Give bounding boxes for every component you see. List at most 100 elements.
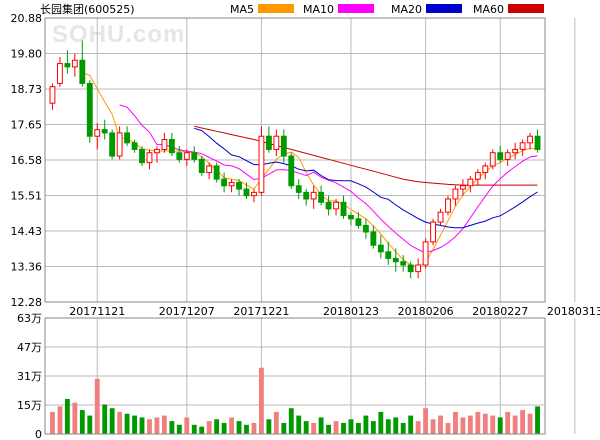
volume-bar bbox=[400, 422, 406, 434]
candle bbox=[303, 189, 310, 206]
candle bbox=[79, 40, 86, 87]
candle-body bbox=[392, 257, 399, 263]
volume-tick-label: 0 bbox=[35, 428, 42, 440]
volume-bar bbox=[147, 419, 152, 434]
volume-bar bbox=[161, 415, 167, 434]
candle-body bbox=[445, 198, 451, 213]
candle-body bbox=[482, 165, 489, 174]
volume-bar bbox=[251, 422, 257, 434]
candle-body bbox=[49, 86, 56, 104]
date-tick-label: 20180227 bbox=[472, 305, 528, 318]
watermark: SOHU.com bbox=[52, 21, 185, 48]
candle-body bbox=[527, 135, 533, 144]
date-tick-label: 20171221 bbox=[233, 305, 289, 318]
candle bbox=[415, 258, 422, 279]
ma5-legend-swatch bbox=[258, 4, 294, 13]
candle bbox=[154, 146, 160, 163]
candle-body bbox=[124, 132, 131, 144]
candle-body bbox=[430, 221, 436, 243]
candle bbox=[355, 212, 362, 229]
candle-body bbox=[415, 264, 422, 273]
candle-body bbox=[318, 191, 325, 203]
candle-body bbox=[109, 132, 116, 157]
candle-body bbox=[94, 129, 101, 137]
volume-bar bbox=[423, 408, 429, 434]
candle-body bbox=[512, 148, 519, 154]
candle bbox=[161, 132, 168, 153]
volume-bar bbox=[139, 417, 145, 434]
candle bbox=[86, 80, 93, 143]
candle bbox=[362, 218, 369, 239]
candle-body bbox=[86, 82, 93, 137]
volume-bar bbox=[50, 411, 55, 434]
candle-body bbox=[228, 181, 235, 187]
candle bbox=[221, 172, 228, 193]
candle-body bbox=[348, 214, 354, 220]
volume-bar bbox=[378, 411, 384, 434]
candle-body bbox=[221, 178, 228, 187]
candle bbox=[251, 189, 257, 203]
candle-body bbox=[161, 139, 168, 150]
volume-bar bbox=[341, 422, 346, 434]
candle bbox=[236, 179, 242, 196]
candle bbox=[198, 156, 205, 176]
volume-bar bbox=[244, 424, 249, 434]
candle-body bbox=[236, 181, 242, 190]
date-tick-label: 20180123 bbox=[323, 305, 379, 318]
candle-body bbox=[355, 218, 362, 226]
chart-title: 长园集团(600525) bbox=[40, 2, 135, 16]
price-panel-frame bbox=[44, 17, 546, 303]
ma20-legend-swatch bbox=[426, 4, 462, 13]
candle bbox=[407, 261, 414, 279]
ma10-legend-label: MA10 bbox=[303, 3, 334, 16]
volume-bar bbox=[296, 415, 302, 434]
volume-tick-label: 31万 bbox=[17, 370, 42, 383]
volume-tick-label: 15万 bbox=[17, 399, 42, 412]
candle-body bbox=[504, 152, 511, 160]
volume-panel-frame bbox=[44, 317, 546, 435]
candle-body bbox=[280, 135, 287, 157]
candle bbox=[504, 149, 511, 166]
volume-bar bbox=[408, 415, 414, 434]
volume-bar bbox=[288, 408, 294, 434]
candle-body bbox=[198, 158, 205, 174]
price-tick-label: 14.43 bbox=[11, 225, 43, 238]
candle bbox=[124, 126, 131, 147]
volume-bar bbox=[438, 415, 443, 434]
candle bbox=[228, 179, 235, 193]
date-tick-label: 20180206 bbox=[398, 305, 454, 318]
volume-tick-label: 47万 bbox=[17, 341, 42, 354]
legend: MA5 MA10 MA20 MA60 bbox=[230, 3, 544, 16]
candle bbox=[385, 241, 392, 266]
volume-bar bbox=[79, 410, 85, 434]
volume-bar bbox=[117, 411, 123, 434]
ma60-legend-label: MA60 bbox=[473, 3, 504, 16]
volume-bar bbox=[445, 422, 451, 434]
candle-body bbox=[71, 59, 78, 68]
volume-bar bbox=[184, 417, 190, 434]
candle bbox=[512, 142, 519, 160]
volume-bar bbox=[221, 422, 227, 434]
candle-body bbox=[191, 152, 198, 160]
volume-bar bbox=[370, 421, 376, 434]
volume-bar bbox=[199, 426, 205, 434]
candle bbox=[176, 146, 183, 163]
volume-bar bbox=[326, 424, 332, 434]
candle bbox=[467, 175, 474, 193]
volume-bar bbox=[356, 422, 361, 434]
candle-body bbox=[176, 152, 183, 160]
volume-bar bbox=[87, 415, 93, 434]
volume-bar bbox=[311, 422, 317, 434]
candle-body bbox=[265, 135, 272, 150]
candle bbox=[273, 129, 280, 157]
candle bbox=[258, 126, 265, 196]
volume-bar bbox=[206, 421, 212, 434]
price-tick-label: 12.28 bbox=[11, 296, 43, 309]
volume-bar bbox=[415, 421, 421, 434]
candle bbox=[497, 146, 504, 163]
volume-bar bbox=[303, 421, 309, 434]
volume-bar bbox=[273, 411, 279, 434]
candle bbox=[333, 198, 339, 216]
candle-body bbox=[139, 148, 145, 164]
volume-bars bbox=[50, 367, 540, 434]
